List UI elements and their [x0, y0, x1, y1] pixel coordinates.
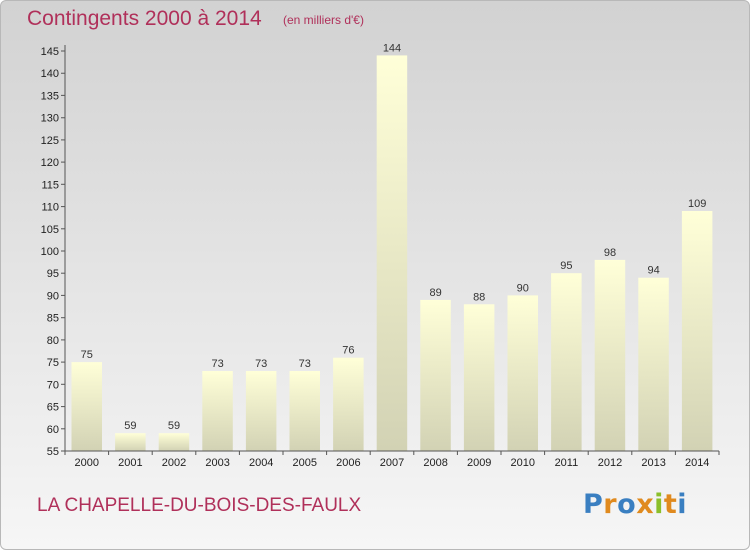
bar-value-label: 75: [81, 349, 93, 361]
y-tick-label: 55: [47, 446, 59, 458]
proxiti-logo[interactable]: Proxiti: [583, 489, 687, 520]
logo-letter: o: [617, 489, 637, 520]
y-tick-label: 140: [41, 68, 59, 80]
y-tick-label: 90: [47, 290, 59, 302]
bar: [202, 371, 233, 451]
y-tick-label: 65: [47, 402, 59, 414]
x-tick-label: 2011: [555, 457, 579, 469]
x-tick-label: 2008: [423, 457, 447, 469]
bar-value-label: 98: [604, 247, 616, 259]
logo-letter: x: [636, 489, 655, 520]
bar: [115, 433, 146, 451]
x-tick-label: 2014: [685, 457, 709, 469]
bar-value-label: 76: [342, 345, 354, 357]
x-tick-label: 2005: [293, 457, 317, 469]
x-tick-label: 2009: [467, 457, 491, 469]
x-tick-label: 2004: [249, 457, 273, 469]
x-tick-label: 2003: [205, 457, 229, 469]
x-tick-label: 2007: [380, 457, 404, 469]
y-tick-label: 125: [41, 135, 59, 147]
y-tick-label: 85: [47, 313, 59, 325]
logo-letter: r: [603, 489, 618, 520]
y-tick-label: 135: [41, 90, 59, 102]
bar: [289, 371, 320, 451]
x-tick-label: 2000: [75, 457, 99, 469]
bar: [333, 357, 364, 451]
x-tick-label: 2010: [511, 457, 535, 469]
y-tick-label: 75: [47, 357, 59, 369]
logo-letter: i: [654, 489, 664, 520]
bar: [420, 299, 451, 451]
y-tick-label: 110: [41, 202, 59, 214]
axes-group: 2000 2001 2002 2003 2004 2005 2006 2007 2008 2009…: [41, 45, 720, 469]
logo-letter: t: [663, 489, 678, 520]
y-tick-label: 145: [41, 46, 59, 58]
bar: [681, 211, 713, 451]
y-tick-label: 100: [41, 246, 59, 258]
bars-group: 75 59 59 73 73 73 76 144 89 88 90 95 98 94 109: [71, 42, 713, 452]
x-tick-label: 2012: [598, 457, 622, 469]
logo-letter: P: [583, 489, 604, 520]
bar-value-label: 94: [647, 265, 659, 277]
x-tick-label: 2001: [118, 457, 142, 469]
y-tick-label: 105: [41, 224, 59, 236]
y-tick-label: 130: [41, 113, 59, 125]
bar-value-label: 59: [168, 420, 180, 432]
logo-letter: i: [677, 489, 688, 520]
bar: [158, 433, 190, 451]
y-tick-label: 60: [47, 424, 59, 436]
bar-value-label: 89: [429, 287, 441, 299]
bar-value-label: 144: [383, 42, 401, 54]
bar-value-label: 88: [473, 291, 485, 303]
bar-value-label: 73: [211, 358, 223, 370]
bar: [507, 295, 538, 451]
commune-name: LA CHAPELLE-DU-BOIS-DES-FAULX: [37, 495, 362, 516]
y-tick-label: 70: [47, 379, 59, 391]
y-tick-label: 80: [47, 335, 59, 347]
y-tick-label: 115: [41, 179, 59, 191]
y-tick-label: 120: [41, 157, 59, 169]
chart-subtitle: (en milliers d'€): [283, 13, 364, 27]
x-tick-label: 2006: [336, 457, 360, 469]
bar: [245, 371, 277, 451]
y-tick-label: 95: [47, 268, 59, 280]
bar-value-label: 73: [299, 358, 311, 370]
bar: [71, 362, 102, 451]
bar: [551, 273, 582, 451]
x-tick-label: 2002: [162, 457, 186, 469]
bar-value-label: 95: [560, 260, 572, 272]
bar-value-label: 59: [124, 420, 136, 432]
chart-title: Contingents 2000 à 2014: [27, 7, 262, 30]
bar: [376, 55, 408, 452]
x-tick-label: 2013: [641, 457, 665, 469]
bar: [638, 277, 669, 451]
bar: [594, 259, 626, 451]
bar-value-label: 90: [517, 282, 529, 294]
bar-value-label: 73: [255, 358, 267, 370]
bar-value-label: 109: [688, 198, 706, 210]
bar: [463, 304, 495, 451]
